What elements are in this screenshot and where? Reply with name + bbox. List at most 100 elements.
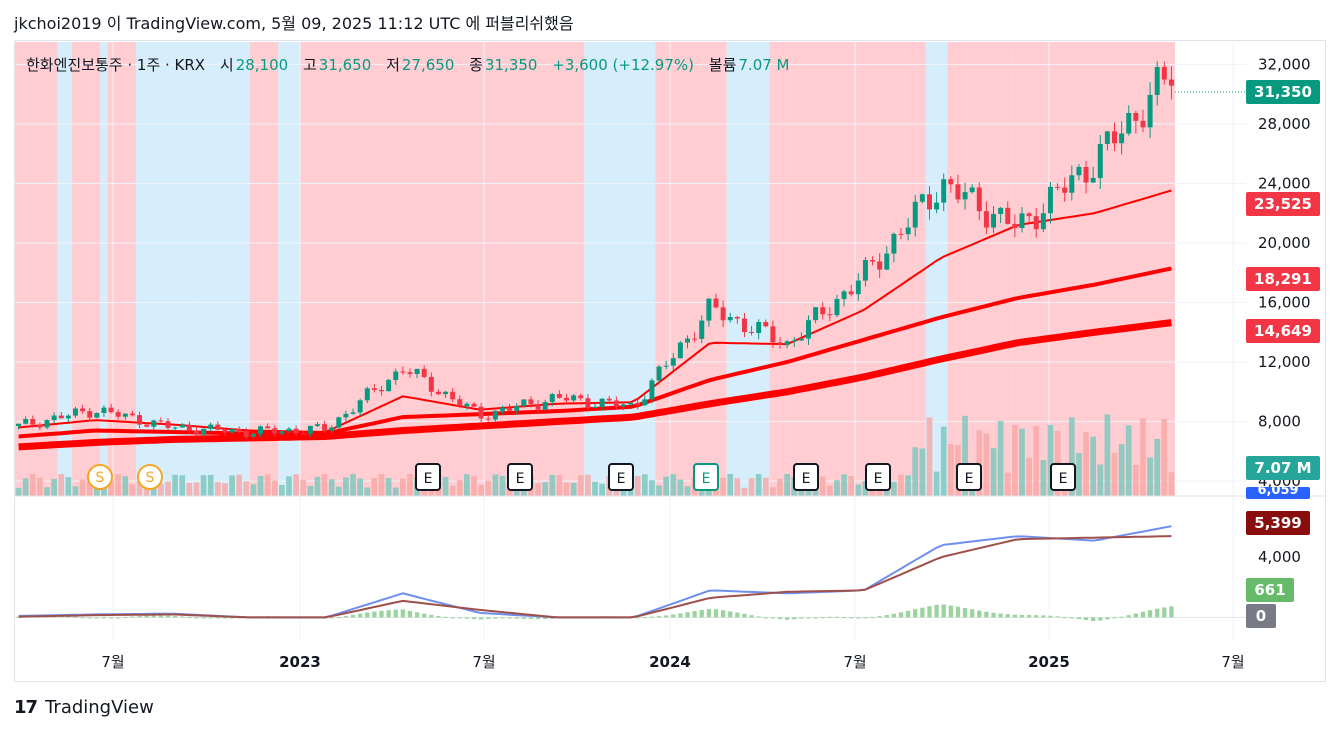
ma-short-tag: 23,525 — [1246, 192, 1320, 216]
macd-histogram-bar — [493, 617, 498, 619]
macd-histogram-bar — [777, 617, 783, 620]
macd-histogram-bar — [1133, 613, 1138, 618]
candle-body — [23, 419, 29, 424]
candle-body — [1119, 133, 1125, 144]
macd-histogram-bar — [834, 616, 840, 618]
macd-histogram-bar — [820, 617, 825, 619]
candle-body — [115, 412, 121, 417]
macd-histogram-bar — [144, 615, 149, 618]
earnings-event-icon — [956, 463, 982, 491]
price-axis: 4,0008,00012,00016,00020,00024,00028,000… — [1258, 55, 1311, 490]
macd-histogram-bar — [827, 616, 832, 618]
volume-bar — [905, 475, 911, 496]
candle-body — [656, 366, 662, 381]
volume-bar — [891, 481, 897, 496]
ma-line-ma_mid — [18, 266, 1172, 439]
volume-bar — [1012, 424, 1018, 496]
candle-body — [749, 332, 755, 334]
signal-background-bands — [15, 42, 1175, 496]
tradingview-logo[interactable]: 17 TradingView — [14, 697, 154, 718]
time-tick-label: 7월 — [101, 653, 124, 671]
volume-bar — [1161, 418, 1168, 496]
volume-bar — [115, 474, 122, 496]
macd-histogram-bar — [1112, 617, 1117, 619]
macd-histogram-bar — [1041, 615, 1046, 618]
candle-body — [806, 320, 811, 339]
candle-body — [364, 388, 370, 401]
candle-body — [450, 391, 456, 400]
candle-body — [1126, 112, 1132, 134]
macd-histogram-bar — [692, 611, 697, 618]
volume-bar — [1040, 460, 1047, 496]
volume-bar — [919, 448, 926, 496]
volume-bar — [670, 474, 677, 496]
volume-bar — [734, 478, 741, 496]
candle-body — [877, 261, 883, 270]
candle-body — [564, 397, 570, 401]
volume-bar — [286, 476, 292, 496]
candle-body — [1168, 79, 1174, 86]
volume-bar — [570, 482, 577, 496]
candle-body — [1019, 213, 1025, 229]
macd-histogram-bar — [1091, 617, 1096, 622]
macd-histogram-bar — [1119, 616, 1124, 618]
volume-bar — [1033, 425, 1040, 496]
macd-histogram-bar — [528, 617, 534, 620]
volume-bar — [834, 480, 840, 496]
macd-histogram-bar — [1140, 611, 1146, 618]
candle-body — [756, 321, 762, 334]
macd-histogram-bar — [1062, 617, 1067, 619]
volume-bar — [385, 477, 392, 496]
open-value: 28,100 — [235, 56, 289, 74]
volume-bar — [1125, 425, 1132, 496]
candle-body — [827, 314, 833, 316]
volume-bar — [1019, 428, 1025, 496]
macd-histogram-bar — [222, 617, 228, 619]
candle-body — [713, 298, 719, 308]
candle-body — [884, 253, 890, 270]
candle-body — [706, 298, 712, 321]
macd-histogram-bar — [165, 615, 171, 618]
volume-bar — [1111, 452, 1118, 496]
macd-histogram-bar — [229, 617, 235, 619]
volume-bar — [990, 448, 997, 496]
candle-body — [1147, 94, 1153, 128]
volume-bar — [798, 486, 805, 496]
macd-histogram-bar — [913, 609, 918, 618]
volume-bar — [898, 474, 904, 496]
volume-bar — [997, 421, 1004, 496]
macd-histogram-bar — [158, 615, 164, 618]
candle-body — [329, 427, 335, 431]
candle-body — [770, 326, 776, 343]
macd-histogram-bar — [464, 617, 470, 619]
macd-histogram-bar — [664, 615, 669, 618]
earnings-event-icon — [1050, 463, 1076, 491]
macd-histogram-bar — [635, 617, 640, 619]
candle-body — [948, 179, 954, 185]
macd-histogram-bar — [215, 617, 220, 619]
macd-histogram-bar — [137, 616, 142, 618]
candle-body — [862, 260, 868, 281]
earnings-event-icon — [415, 463, 441, 491]
volume-bar — [22, 478, 29, 496]
candle-body — [16, 423, 22, 427]
candle-body — [663, 365, 669, 367]
tradingview-logo-icon: 17 — [14, 697, 38, 718]
volume-bar — [264, 474, 271, 496]
symbol-legend[interactable]: 한화엔진보통주 · 1주 · KRX 시 28,100 고 31,650 저 27,6… — [26, 54, 792, 75]
split-event-label: S — [96, 470, 105, 486]
candle-body — [628, 402, 634, 405]
volume-bar — [563, 482, 570, 496]
candle-body — [193, 430, 199, 435]
macd-histogram-bar — [905, 610, 911, 618]
volume-bar — [250, 484, 257, 496]
candle-body — [1012, 223, 1018, 229]
candle-body — [1076, 166, 1082, 176]
volume-bar — [236, 474, 243, 496]
bg-band — [278, 42, 300, 496]
candle-body — [322, 424, 328, 431]
volume-bar — [1133, 464, 1139, 496]
bg-band — [71, 42, 101, 496]
macd-histogram-bar — [116, 617, 121, 619]
